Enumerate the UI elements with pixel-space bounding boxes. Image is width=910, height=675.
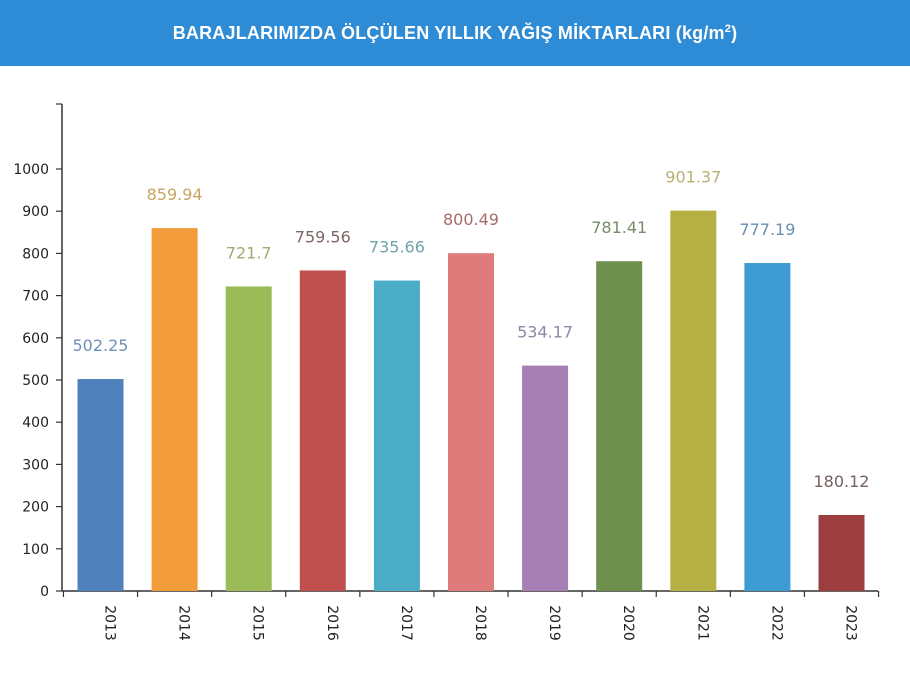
x-tick-label-2018: 2018 — [472, 605, 488, 641]
x-tick-label-2014: 2014 — [176, 605, 192, 641]
y-tick-label: 600 — [22, 331, 49, 347]
y-tick-label: 900 — [22, 204, 49, 220]
x-tick-label-2020: 2020 — [620, 605, 636, 641]
x-tick-label-2013: 2013 — [102, 605, 118, 641]
bar-2013 — [77, 379, 124, 591]
data-label-2019: 534.17 — [517, 323, 573, 342]
bars — [77, 210, 865, 591]
data-label-2023: 180.12 — [814, 472, 870, 491]
data-label-2018: 800.49 — [443, 210, 499, 229]
chart-header: BARAJLARIMIZDA ÖLÇÜLEN YILLIK YAĞIŞ MİKT… — [0, 0, 910, 66]
bar-2017 — [373, 280, 420, 591]
data-label-2015: 721.7 — [226, 243, 272, 262]
x-tick-label-2015: 2015 — [250, 605, 266, 641]
bar-2016 — [299, 270, 346, 591]
data-label-2021: 901.37 — [665, 168, 721, 187]
y-tick-label: 100 — [22, 542, 49, 558]
y-tick-label: 400 — [22, 415, 49, 431]
bar-2023 — [818, 514, 865, 591]
bar-2014 — [151, 228, 198, 591]
y-tick-label: 200 — [22, 500, 49, 516]
bar-2018 — [448, 253, 494, 591]
x-tick-label-2021: 2021 — [694, 605, 710, 641]
x-tick-label-2023: 2023 — [843, 605, 859, 641]
bar-2015 — [225, 286, 272, 591]
y-tick-label: 300 — [22, 457, 49, 473]
x-tick-label-2019: 2019 — [546, 605, 562, 641]
y-tick-label: 0 — [40, 584, 49, 600]
y-tick-label: 800 — [22, 246, 49, 262]
y-tick-label: 500 — [22, 373, 49, 389]
data-label-2013: 502.25 — [73, 336, 129, 355]
data-label-2022: 777.19 — [739, 220, 795, 239]
y-tick-label: 700 — [22, 289, 49, 305]
x-tick-label-2017: 2017 — [398, 605, 414, 641]
data-labels: 502.25 859.94 721.7 759.56 735.66 800.49 534.1… — [73, 168, 870, 491]
data-label-2017: 735.66 — [369, 238, 425, 257]
y-tick-label: 1000 — [13, 162, 49, 178]
x-tick-label-2022: 2022 — [768, 605, 784, 641]
bar-2019 — [522, 365, 569, 591]
bar-2022 — [744, 263, 791, 591]
x-tick-labels: 2013 2014 2015 2016 2017 2018 2019 2020 2021 2022… — [102, 605, 859, 641]
y-tick-labels: 0 100 200 300 400 500 600 700 800 900 1000 — [13, 162, 49, 600]
bar-2021 — [670, 210, 717, 591]
data-label-2020: 781.41 — [591, 218, 647, 237]
data-label-2016: 759.56 — [295, 227, 351, 246]
data-label-2014: 859.94 — [147, 185, 203, 204]
chart-title: BARAJLARIMIZDA ÖLÇÜLEN YILLIK YAĞIŞ MİKT… — [172, 22, 738, 43]
x-tick-label-2016: 2016 — [324, 605, 340, 641]
bar-2020 — [596, 261, 643, 591]
